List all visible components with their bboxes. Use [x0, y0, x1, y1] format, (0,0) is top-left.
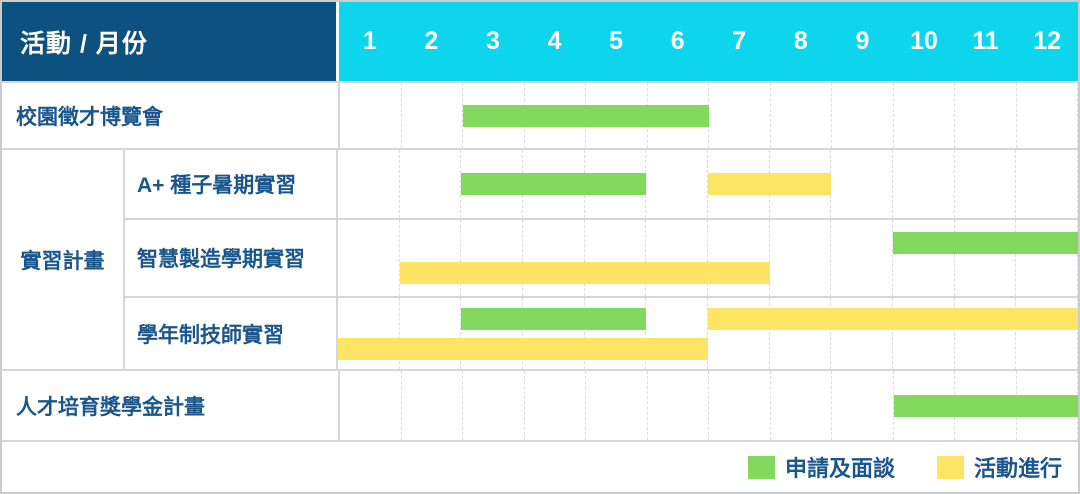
activity-row: 學年制技師實習: [125, 296, 1078, 369]
chart-corner-header: 活動 / 月份: [2, 2, 339, 81]
month-gridline: [893, 150, 955, 218]
activity-row: 校園徵才博覽會: [2, 81, 1078, 148]
month-gridline: [586, 371, 648, 440]
gantt-bar-apply: [893, 232, 1078, 254]
gantt-bar-apply: [461, 173, 647, 195]
month-label: 12: [1033, 27, 1062, 55]
activity-row: 人才培育獎學金計畫: [2, 369, 1078, 440]
activity-timeline: [338, 220, 1078, 296]
chart-title: 活動 / 月份: [20, 29, 148, 58]
legend-run-swatch: [936, 455, 964, 479]
month-gridline: [402, 83, 463, 148]
month-gridline: [1017, 83, 1078, 148]
gantt-bar-run: [708, 307, 1078, 330]
activity-rows: 校園徵才博覽會 實習計畫 A+ 種子暑期實習 智慧製造學期實習 學年制技師實習 人才培育獎…: [2, 81, 1078, 440]
month-gridline: [648, 371, 709, 440]
month-label: 2: [424, 27, 439, 55]
month-label: 6: [670, 27, 685, 55]
month-gridline: [523, 220, 585, 296]
month-gridline: [338, 150, 400, 218]
month-header: 1 2 3 4 5 6 7 8 9 10 11 12: [339, 2, 1078, 81]
month-gridline: [402, 371, 463, 440]
month-gridline: [955, 220, 1017, 296]
month-gridline: [831, 298, 894, 369]
month-gridline: [831, 150, 894, 218]
month-gridline: [523, 298, 585, 369]
activity-timeline: [338, 150, 1078, 218]
activity-timeline: [340, 83, 1078, 148]
month-label: 3: [485, 27, 500, 55]
month-gridline: [585, 220, 647, 296]
gantt-bar-apply: [461, 307, 647, 330]
month-gridline: [893, 220, 955, 296]
month-label: 7: [732, 27, 747, 55]
month-gridline: [1016, 150, 1078, 218]
month-gridline: [461, 298, 524, 369]
month-gridline: [708, 220, 770, 296]
month-gridline: [832, 83, 894, 148]
month-gridline: [708, 298, 770, 369]
gantt-bar-apply: [893, 394, 1078, 417]
month-label: 5: [609, 27, 624, 55]
month-label: 1: [362, 27, 377, 55]
gantt-bar-run: [338, 337, 708, 360]
gantt-bar-apply: [463, 104, 709, 127]
month-gridline: [709, 83, 771, 148]
month-gridline: [340, 371, 402, 440]
activity-label: 人才培育獎學金計畫: [2, 371, 340, 440]
month-label: 8: [793, 27, 808, 55]
month-label: 9: [855, 27, 870, 55]
legend-apply-label: 申請及面談: [784, 456, 895, 481]
month-gridline: [646, 150, 709, 218]
month-gridline: [461, 220, 524, 296]
month-gridline: [955, 298, 1017, 369]
month-gridline: [1016, 298, 1078, 369]
month-gridline: [771, 371, 832, 440]
month-gridline: [893, 298, 955, 369]
gantt-bar-run: [708, 173, 832, 195]
month-gridline: [646, 298, 709, 369]
month-gridline: [338, 220, 400, 296]
legend-run-label: 活動進行: [973, 456, 1062, 481]
activity-label: 校園徵才博覽會: [2, 83, 340, 148]
month-gridline: [585, 298, 647, 369]
month-label: 10: [910, 27, 938, 55]
month-gridline: [770, 220, 832, 296]
month-gridline: [340, 83, 402, 148]
month-gridline: [771, 83, 832, 148]
activity-group-rows: A+ 種子暑期實習 智慧製造學期實習 學年制技師實習: [125, 150, 1078, 369]
activity-timeline: [338, 298, 1078, 369]
month-gridline: [894, 83, 955, 148]
activity-timeline: [340, 371, 1078, 440]
legend-apply-swatch: [747, 455, 775, 479]
month-gridline: [525, 371, 586, 440]
month-gridline: [463, 371, 525, 440]
activity-label: A+ 種子暑期實習: [125, 150, 338, 218]
month-gridline: [709, 371, 771, 440]
chart-header-row: 活動 / 月份 1 2 3 4 5 6 7 8 9 10 11 12: [2, 2, 1078, 81]
month-gridline: [400, 150, 462, 218]
month-label: 11: [972, 27, 999, 55]
activity-group-label: 實習計畫: [2, 150, 125, 369]
activity-label: 智慧製造學期實習: [125, 220, 338, 296]
month-gridline: [955, 150, 1017, 218]
month-gridline: [955, 83, 1017, 148]
month-gridline: [1016, 220, 1078, 296]
month-gridline: [646, 220, 709, 296]
month-gridline: [400, 220, 462, 296]
legend: 申請及面談 活動進行: [2, 440, 1078, 492]
month-gridline: [338, 298, 400, 369]
activity-row: A+ 種子暑期實習: [125, 150, 1078, 218]
activity-row: 智慧製造學期實習: [125, 218, 1078, 296]
month-gridline: [770, 298, 832, 369]
activity-label: 學年制技師實習: [125, 298, 338, 369]
month-gridline: [831, 220, 894, 296]
month-gridline: [832, 371, 894, 440]
activity-group: 實習計畫 A+ 種子暑期實習 智慧製造學期實習 學年制技師實習: [2, 148, 1078, 369]
gantt-bar-run: [399, 262, 770, 284]
month-gridline: [400, 298, 462, 369]
month-label: 4: [547, 27, 562, 55]
